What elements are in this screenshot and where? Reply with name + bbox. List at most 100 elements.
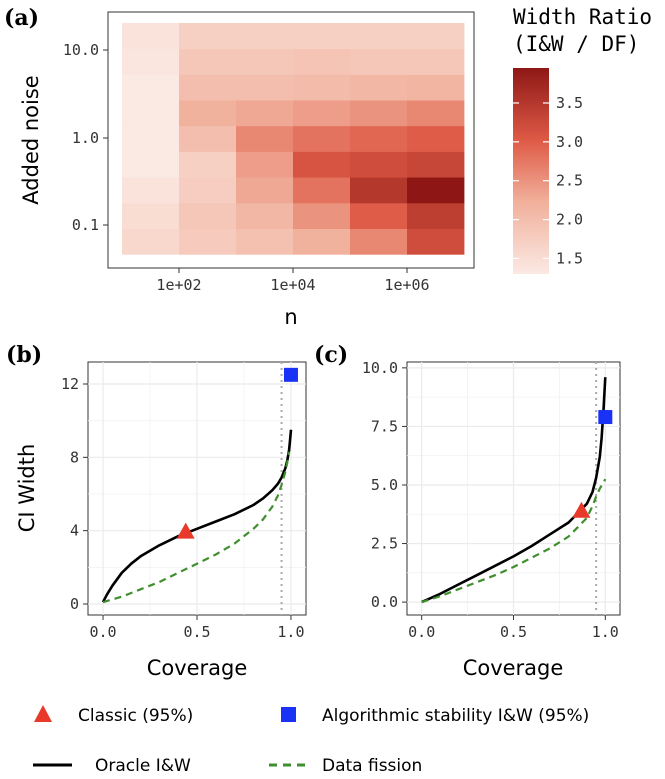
legend-item-oracle: Oracle I&W xyxy=(33,756,191,776)
heatmap-cell xyxy=(407,23,465,50)
legend-label-oracle: Oracle I&W xyxy=(95,756,191,776)
heatmap-cell xyxy=(236,100,294,127)
heatmap-cell xyxy=(236,23,294,50)
heatmap-cell xyxy=(122,228,180,255)
heatmap-cell xyxy=(293,23,351,50)
heatmap-cell xyxy=(293,202,351,229)
x-tick-label: 1.0 xyxy=(277,623,304,641)
colorbar-ticks: 1.5 2.0 2.5 3.0 3.5 xyxy=(513,94,583,267)
y-tick-label: 2.5 xyxy=(371,535,398,553)
y-tick-label: 0.1 xyxy=(72,216,99,234)
y-tick-label: 4 xyxy=(70,522,79,540)
heatmap-cell xyxy=(293,151,351,178)
heatmap-y-ticks: 0.1 1.0 10.0 xyxy=(63,41,108,234)
heatmap-cells xyxy=(122,23,465,255)
heatmap-cell xyxy=(407,74,465,101)
panel-b-ticks: 0.0 0.5 1.0 0 4 8 12 xyxy=(61,375,305,641)
panel-c-series xyxy=(421,362,613,615)
heatmap-cell xyxy=(122,202,180,229)
heatmap-cell xyxy=(179,74,237,101)
y-tick-label: 12 xyxy=(61,375,79,393)
heatmap-cell xyxy=(236,48,294,75)
colorbar-tick-label: 3.5 xyxy=(556,94,583,112)
heatmap-cell xyxy=(179,48,237,75)
heatmap-cell xyxy=(407,125,465,152)
heatmap-cell xyxy=(179,125,237,152)
colorbar-tick-label: 2.0 xyxy=(556,211,583,229)
heatmap-cell xyxy=(350,100,408,127)
data-fission-line xyxy=(102,451,291,604)
legend-item-fission: Data fission xyxy=(269,756,422,776)
classic-point xyxy=(176,522,195,539)
heatmap-cell xyxy=(179,100,237,127)
heatmap-cell xyxy=(236,228,294,255)
legend-label-stability: Algorithmic stability I&W (95%) xyxy=(322,706,589,726)
heatmap-cell xyxy=(350,74,408,101)
panel-c-label: (c) xyxy=(314,342,348,368)
heatmap-cell xyxy=(122,48,180,75)
legend-item-stability: Algorithmic stability I&W (95%) xyxy=(281,706,589,726)
heatmap-cell xyxy=(293,48,351,75)
x-tick-label: 0.0 xyxy=(408,623,435,641)
heatmap-cell xyxy=(407,228,465,255)
heatmap-cell xyxy=(407,48,465,75)
heatmap-cell xyxy=(350,202,408,229)
heatmap-cell xyxy=(407,202,465,229)
y-tick-label: 0.0 xyxy=(371,593,398,611)
heatmap-cell xyxy=(236,177,294,204)
stability-point xyxy=(283,367,298,382)
panel-c-line-chart: (c) 0.0 0.5 1.0 0.0 2.5 5.0 7.5 10.0 Coverage xyxy=(314,342,621,680)
panel-b-y-axis-title: CI Width xyxy=(15,444,39,533)
panel-a-label: (a) xyxy=(4,5,39,31)
y-tick-label: 10.0 xyxy=(63,41,99,59)
heatmap-cell xyxy=(407,151,465,178)
heatmap-cell xyxy=(407,177,465,204)
heatmap-cell xyxy=(179,151,237,178)
classic-point xyxy=(572,501,591,518)
colorbar-title-line1: Width Ratio xyxy=(513,5,652,29)
y-tick-label: 8 xyxy=(70,448,79,466)
heatmap-cell xyxy=(350,125,408,152)
heatmap-cell xyxy=(293,100,351,127)
y-tick-label: 0 xyxy=(70,595,79,613)
colorbar: Width Ratio (I&W / DF) 1.5 2.0 2.5 3.0 3.5 xyxy=(513,5,652,274)
panel-b-label: (b) xyxy=(6,342,42,368)
heatmap-cell xyxy=(236,74,294,101)
colorbar-tick-label: 3.0 xyxy=(556,133,583,151)
x-tick-label: 1e+06 xyxy=(384,276,429,294)
heatmap-cell xyxy=(122,125,180,152)
heatmap-cell xyxy=(293,177,351,204)
heatmap-cell xyxy=(350,23,408,50)
x-tick-label: 1.0 xyxy=(592,623,619,641)
x-tick-label: 0.5 xyxy=(183,623,210,641)
heatmap-cell xyxy=(122,74,180,101)
heatmap-cell xyxy=(350,151,408,178)
panel-a-heatmap: (a) 1e+02 1e+04 1e+06 0.1 1.0 10.0 n Added n… xyxy=(4,5,652,329)
heatmap-cell xyxy=(122,177,180,204)
heatmap-cell xyxy=(350,48,408,75)
heatmap-cell xyxy=(407,100,465,127)
heatmap-cell xyxy=(122,23,180,50)
heatmap-cell xyxy=(122,151,180,178)
panel-c-ticks: 0.0 0.5 1.0 0.0 2.5 5.0 7.5 10.0 xyxy=(362,359,619,641)
panel-b-series xyxy=(101,362,298,615)
x-tick-label: 0.5 xyxy=(500,623,527,641)
heatmap-x-ticks: 1e+02 1e+04 1e+06 xyxy=(156,268,430,294)
heatmap-cell xyxy=(236,125,294,152)
x-tick-label: 0.0 xyxy=(89,623,116,641)
legend: Classic (95%) Algorithmic stability I&W … xyxy=(33,705,589,776)
colorbar-gradient xyxy=(513,68,549,274)
legend-item-classic: Classic (95%) xyxy=(34,705,193,726)
colorbar-title-line2: (I&W / DF) xyxy=(513,32,639,56)
heatmap-cell xyxy=(350,228,408,255)
heatmap-cell xyxy=(236,151,294,178)
panel-c-x-axis-title: Coverage xyxy=(463,656,564,680)
heatmap-y-axis-title: Added noise xyxy=(19,75,43,204)
heatmap-cell xyxy=(293,74,351,101)
x-tick-label: 1e+04 xyxy=(270,276,315,294)
heatmap-cell xyxy=(179,23,237,50)
heatmap-cell xyxy=(293,228,351,255)
heatmap-cell xyxy=(350,177,408,204)
heatmap-cell xyxy=(179,228,237,255)
